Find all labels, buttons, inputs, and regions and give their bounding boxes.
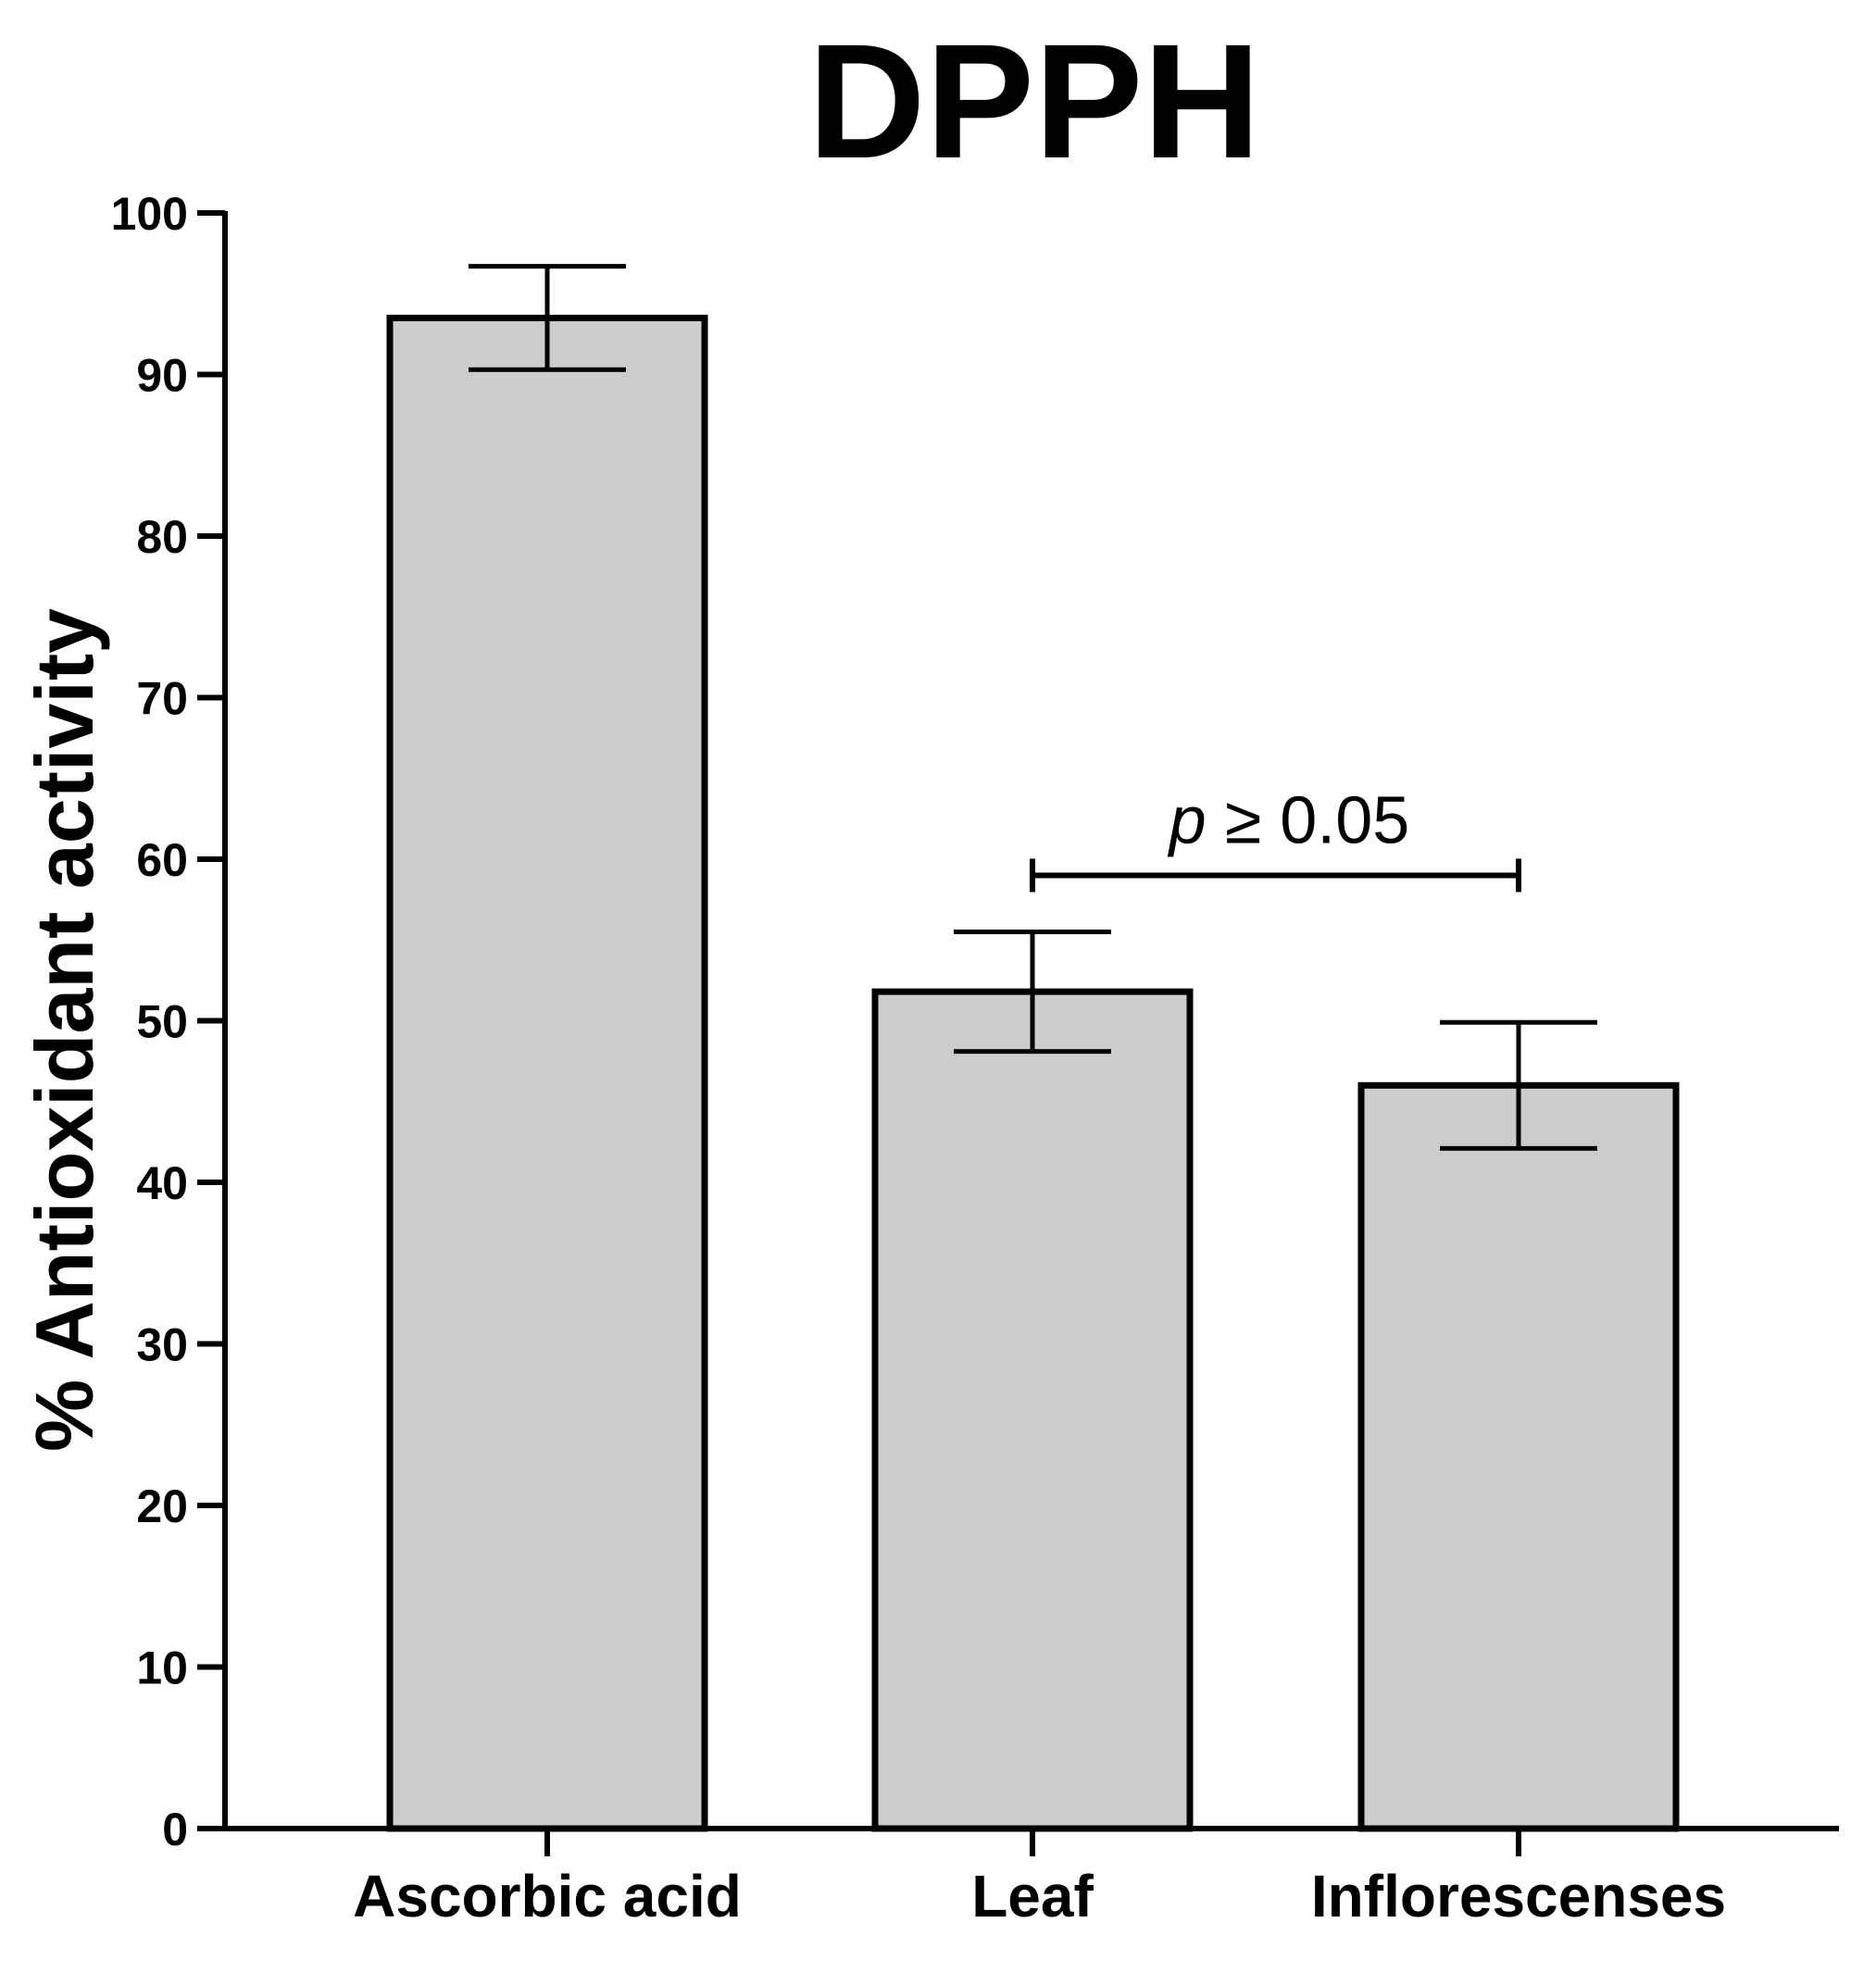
annotation-layer: p ≥ 0.05 [1030,783,1521,893]
significance-p-value: ≥ 0.05 [1207,783,1410,857]
significance-label: p ≥ 0.05 [1168,783,1410,857]
y-tick-label-8: 80 [136,511,188,563]
y-tick-label-2: 20 [136,1480,188,1532]
y-tick-label-9: 90 [136,350,188,402]
y-tick-label-4: 40 [136,1157,188,1209]
bar-1 [871,988,1194,1832]
bars-layer [386,314,1680,1832]
y-tick-label-5: 50 [136,996,188,1048]
chart-title: DPPH [808,11,1261,193]
x-tick-label-2: Inflorescenses [1311,1863,1726,1929]
significance-p-symbol: p [1168,783,1207,857]
y-tick-label-7: 70 [136,673,188,725]
bar-2 [1357,1081,1680,1832]
bar-0 [386,314,708,1832]
x-tick-label-0: Ascorbic acid [353,1863,742,1929]
y-axis-label: % Antioxidant activity [19,608,110,1452]
y-tick-label-10: 100 [111,188,188,240]
axes-layer: 0 10 20 30 40 50 60 70 80 90 100 Ascorbic acid Leaf I… [111,188,1839,1929]
error-bars-layer [469,264,1597,1151]
y-tick-label-0: 0 [162,1804,188,1855]
x-tick-label-1: Leaf [971,1863,1094,1929]
y-tick-label-6: 60 [136,834,188,886]
y-tick-label-3: 30 [136,1319,188,1371]
y-tick-label-1: 10 [136,1642,188,1694]
